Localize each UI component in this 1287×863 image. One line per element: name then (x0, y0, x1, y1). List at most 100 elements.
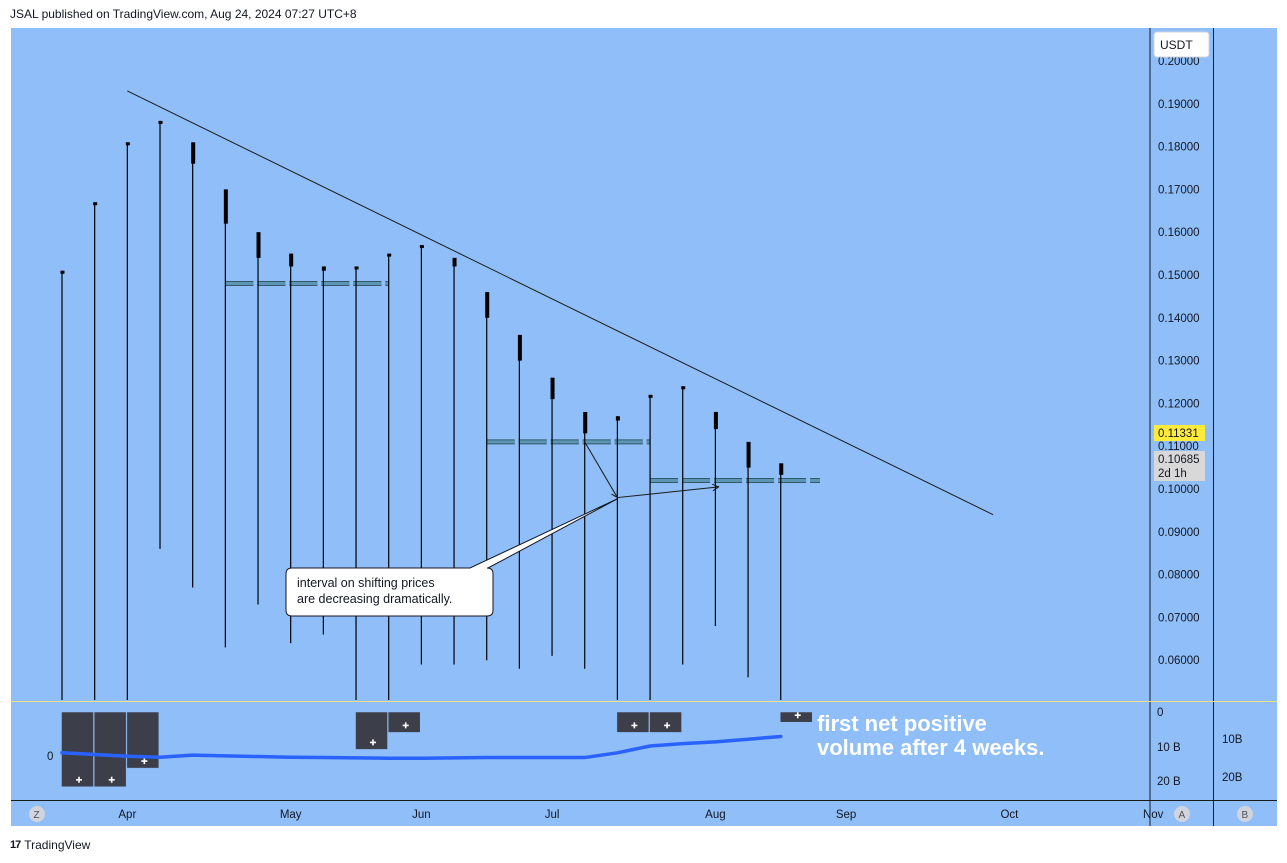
current-price-label: 0.11331 (1158, 428, 1199, 440)
volume-marker-9 (370, 739, 377, 746)
price-tick-6: 0.14000 (1158, 313, 1200, 325)
last-price-badge: 0.10685 2d 1h (1154, 451, 1205, 481)
footer: 17 TradingView (10, 838, 90, 852)
main-pane-bg (11, 28, 1150, 701)
auto-scale-button-label: A (1179, 810, 1186, 821)
volume-bar-2 (126, 711, 160, 769)
price-tick-12: 0.08000 (1158, 570, 1200, 582)
volume-marker-0 (76, 776, 82, 783)
volume-marker-18 (664, 722, 671, 729)
last-price-badge-box (1154, 451, 1205, 481)
volume-bar-9 (355, 711, 388, 750)
zoom-button-label: Z (34, 810, 40, 821)
current-price-badge: 0.11331 (1154, 425, 1205, 441)
candle-body-11 (419, 245, 424, 249)
candle-body-19 (681, 386, 686, 390)
right-volume-margin-bg (1214, 702, 1277, 800)
candle-body-22 (779, 463, 784, 475)
volume-marker-1 (108, 776, 115, 783)
price-tick-3: 0.17000 (1158, 184, 1200, 196)
time-label-nov: Nov (1143, 809, 1164, 821)
candle-body-4 (191, 142, 196, 164)
volume-bar-17 (616, 711, 650, 733)
zoom-button-circle (29, 806, 45, 822)
candle-body-20 (713, 411, 718, 430)
volume-axis-label-0: 0 (1157, 707, 1163, 719)
arrow-line-0 (584, 441, 618, 498)
publish-header: JSAL published on TradingView.com, Aug 2… (10, 7, 357, 21)
volume-bars-group (61, 711, 813, 788)
candle-body-12 (452, 257, 457, 267)
b-button-label: B (1242, 810, 1249, 821)
volume-bar-22 (779, 711, 813, 723)
candle-body-10 (387, 253, 392, 257)
right-margin-bg (1214, 28, 1277, 701)
zoom-button[interactable]: Z (29, 806, 45, 822)
candle-body-14 (517, 334, 522, 361)
price-tick-13: 0.07000 (1158, 612, 1200, 624)
volume-marker-22 (794, 712, 801, 719)
volume-marker-10 (402, 722, 409, 729)
currency-badge-box (1153, 31, 1210, 58)
candle-body-5 (223, 189, 228, 224)
candle-body-2 (125, 142, 130, 146)
auto-scale-button[interactable]: A (1174, 806, 1190, 822)
candle-body-0 (60, 270, 65, 274)
volume-marker-2 (141, 758, 148, 765)
candle-body-17 (615, 416, 620, 421)
candle-body-7 (289, 253, 294, 267)
price-tick-8: 0.12000 (1158, 398, 1200, 410)
trendline-group (127, 90, 994, 516)
cumulative-volume-line (60, 734, 783, 760)
tradingview-logo-icon: 17 (10, 839, 21, 851)
time-axis-bg (11, 801, 1277, 826)
publish-info: JSAL published on TradingView.com, Aug 2… (10, 7, 357, 21)
far-right-label-20b: 20B (1222, 772, 1243, 784)
volume-bar-10 (387, 711, 421, 733)
price-tick-11: 0.09000 (1158, 527, 1200, 539)
candle-body-9 (354, 266, 359, 270)
price-tick-2: 0.18000 (1158, 142, 1200, 154)
currency-badge-label: USDT (1160, 38, 1193, 52)
arrows-group (584, 441, 720, 499)
price-tick-14: 0.06000 (1158, 655, 1200, 667)
price-tick-7: 0.13000 (1158, 356, 1200, 368)
volume-marker-17 (631, 722, 638, 729)
last-price-label: 0.10685 (1158, 454, 1200, 466)
auto-scale-button-circle (1174, 806, 1190, 822)
time-label-jun: Jun (412, 809, 431, 821)
price-tick-0: 0.20000 (1158, 56, 1200, 68)
time-label-apr: Apr (118, 809, 136, 821)
time-label-oct: Oct (1000, 809, 1019, 821)
b-button-circle (1237, 806, 1253, 822)
volume-annotation-line-2: volume after 4 weeks. (817, 735, 1044, 760)
time-axis-labels: Apr May Jun Jul Aug Sep Oct Nov (118, 809, 1163, 821)
time-label-sep: Sep (836, 809, 856, 821)
b-button[interactable]: B (1237, 806, 1253, 822)
price-tick-9: 0.11000 (1158, 441, 1199, 453)
volume-pane-bg (11, 702, 1150, 800)
volume-axis-label-20b: 20 B (1157, 776, 1181, 788)
arrow-line-1 (617, 486, 719, 499)
time-label-aug: Aug (705, 809, 725, 821)
volume-bar-1 (93, 711, 127, 788)
candle-body-16 (583, 411, 588, 434)
candle-body-21 (746, 441, 751, 468)
trendline (127, 90, 994, 516)
volume-left-label: 0 (47, 751, 53, 763)
callout-bubble (285, 498, 618, 617)
candle-body-1 (93, 202, 98, 206)
candle-body-13 (485, 292, 490, 318)
footer-brand[interactable]: TradingView (24, 838, 91, 852)
callout[interactable]: interval on shifting prices are decreasi… (285, 498, 618, 617)
candle-body-6 (256, 232, 261, 258)
volume-axis-label-10b: 10 B (1157, 742, 1181, 754)
price-tick-5: 0.15000 (1158, 270, 1200, 282)
callout-line-2: are decreasing dramatically. (297, 592, 452, 606)
far-right-label-10b: 10B (1222, 734, 1243, 746)
time-label-jul: Jul (545, 809, 560, 821)
volume-axis-bg (1150, 702, 1213, 800)
currency-badge[interactable]: USDT (1153, 31, 1210, 58)
price-axis-bg (1150, 28, 1213, 701)
